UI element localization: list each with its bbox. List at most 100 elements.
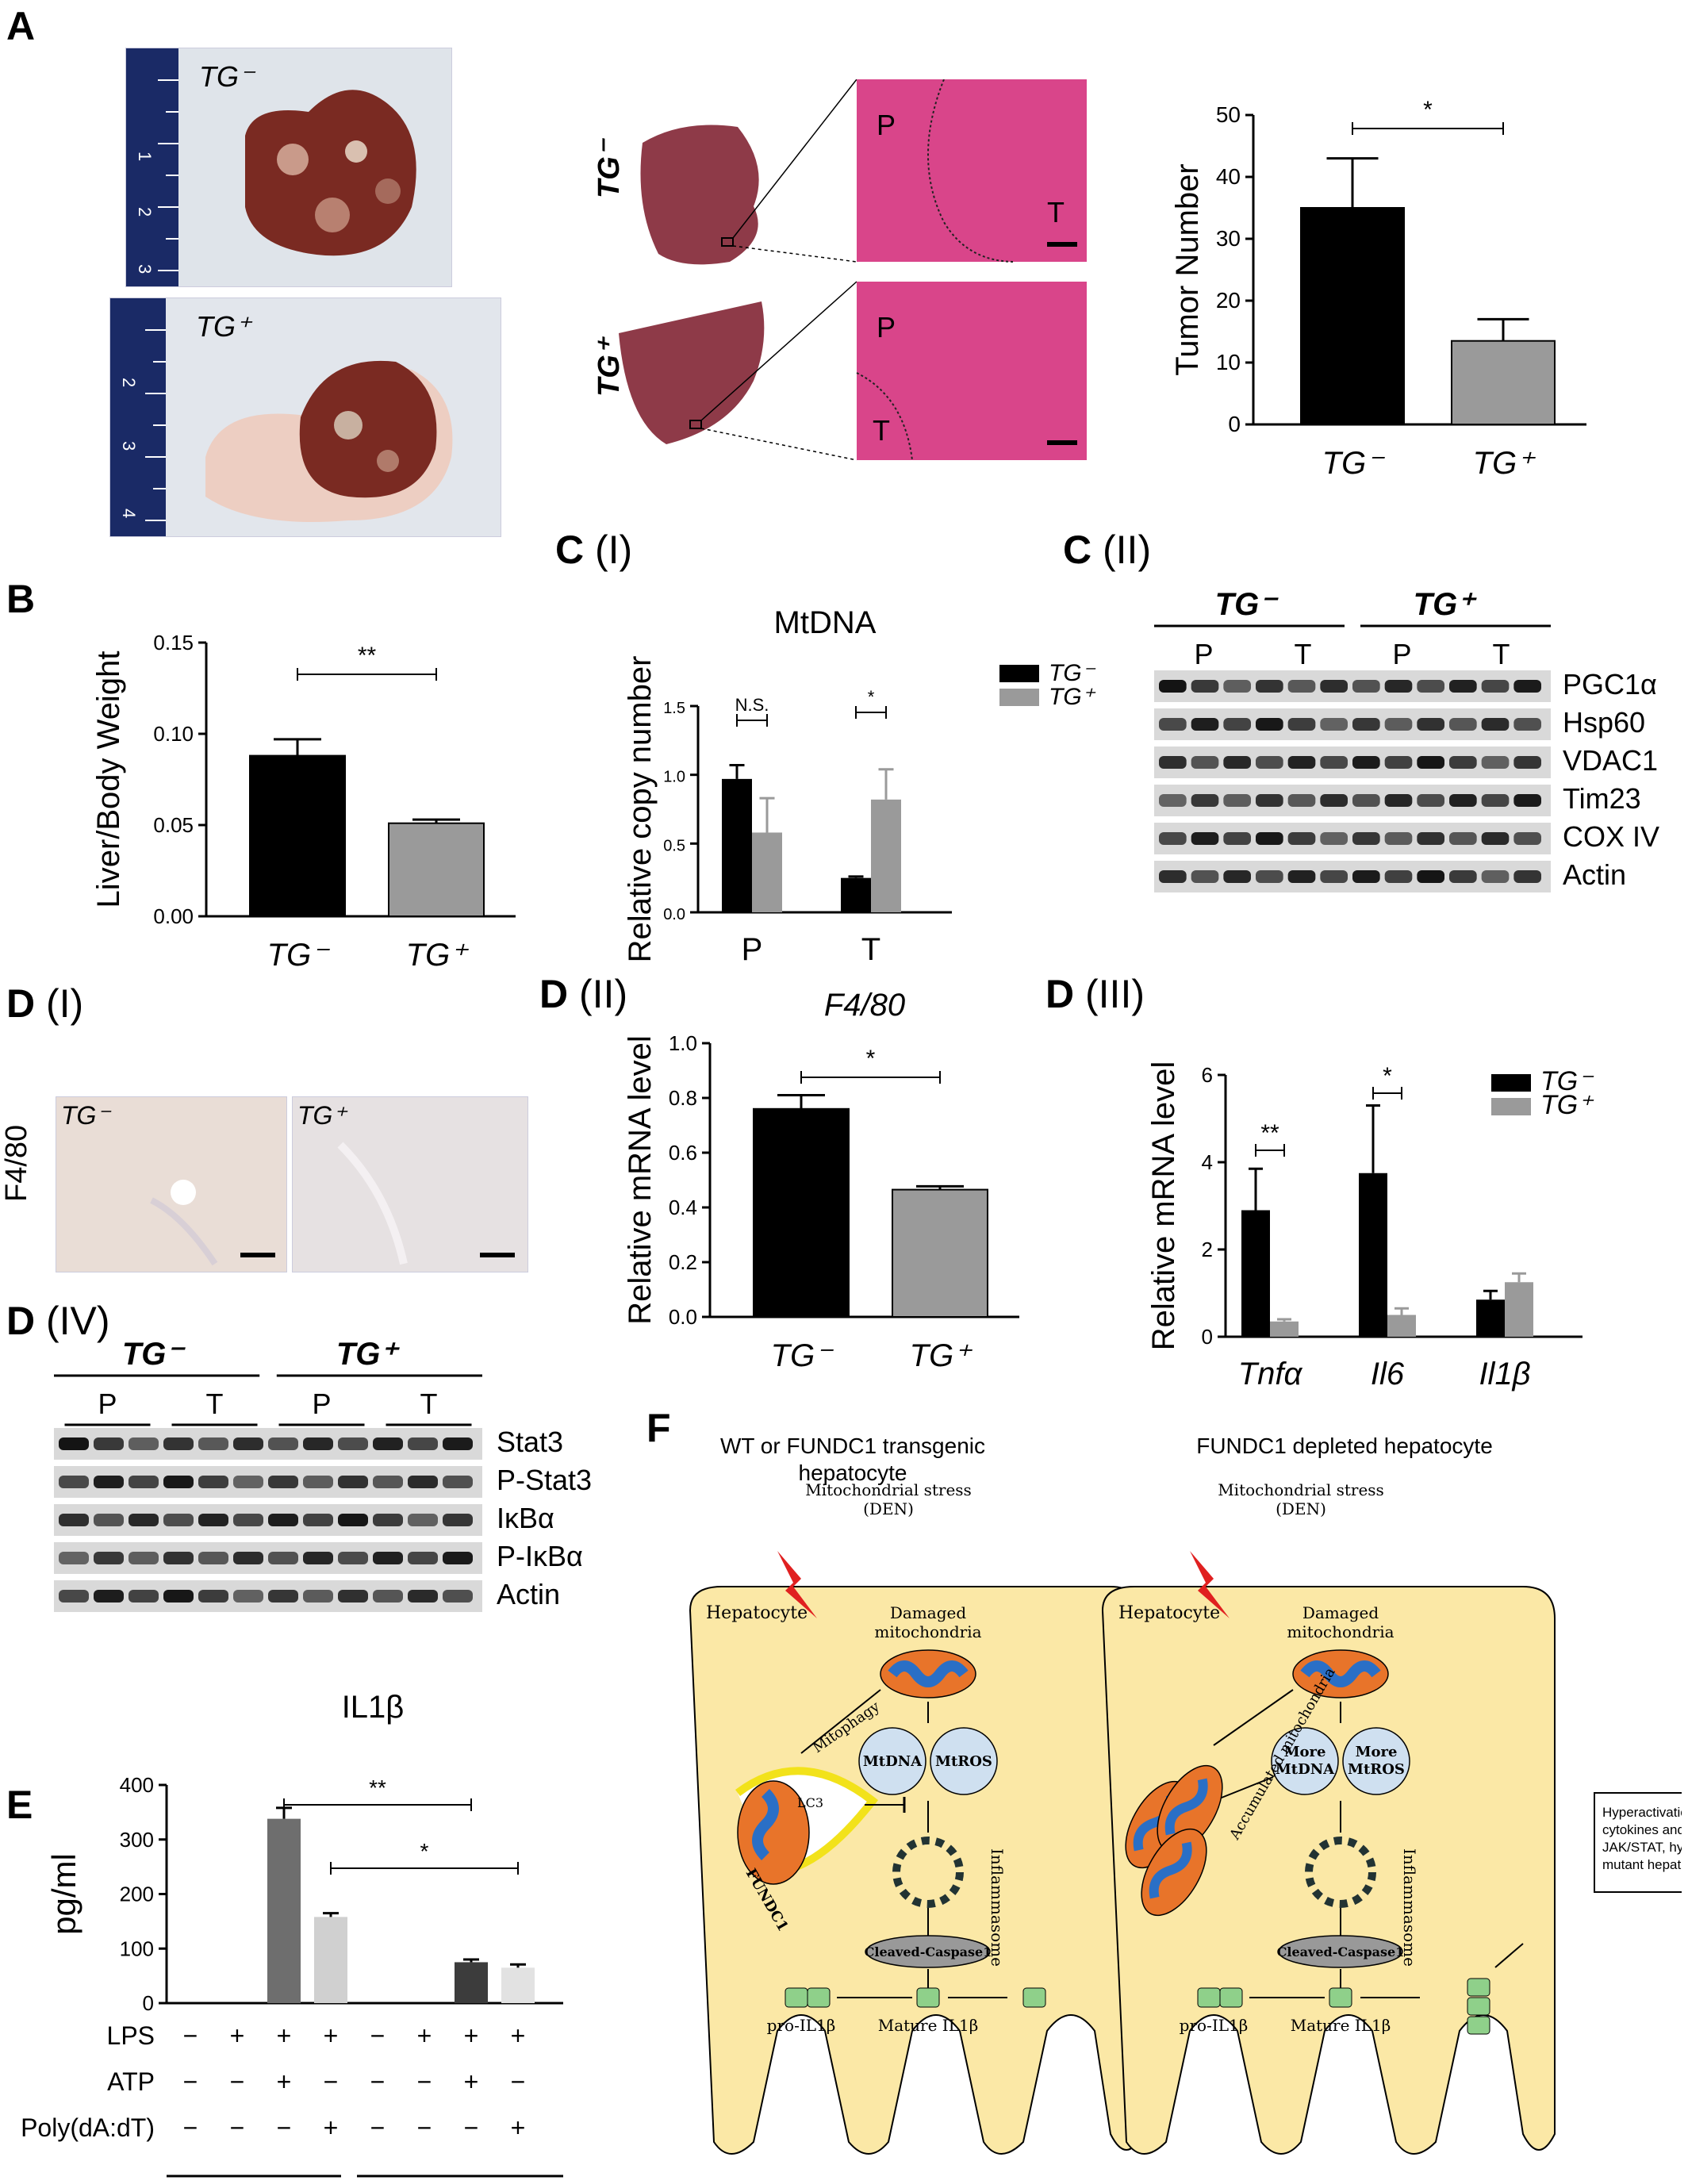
blot-band	[408, 1476, 438, 1488]
condition-label: Poly(dA:dT)	[21, 2113, 155, 2142]
blot-band	[163, 1437, 194, 1450]
bar	[1270, 1321, 1299, 1337]
blot-band	[1513, 832, 1541, 845]
condition-sign: +	[277, 2021, 292, 2050]
lane-label: P	[98, 1388, 117, 1420]
lane-label: P	[312, 1388, 331, 1420]
blot-band	[268, 1552, 298, 1564]
condition-sign: +	[277, 2067, 292, 2096]
blot-band	[59, 1514, 89, 1526]
legend-label: TG⁺	[1049, 684, 1096, 710]
bar	[1451, 340, 1556, 426]
ruler-tick: 1	[135, 152, 155, 161]
y-tick-label: 20	[1216, 288, 1241, 313]
pro-label: pro-IL1β	[767, 2016, 836, 2035]
mature-il1b-icon	[916, 1987, 940, 2008]
blot-band	[1513, 870, 1541, 883]
blot-band	[1449, 832, 1477, 845]
blot-band	[233, 1437, 263, 1450]
blot-band	[338, 1552, 368, 1564]
y-tick-label: 300	[120, 1828, 154, 1852]
pro-il1b-icon	[807, 1987, 831, 2008]
blot-band	[1191, 832, 1219, 845]
blot-band	[303, 1552, 333, 1564]
blot-band	[373, 1590, 403, 1602]
blot-band	[338, 1514, 368, 1526]
y-tick-label: 0.0	[669, 1305, 697, 1329]
scale-bar	[1047, 242, 1077, 247]
blot-band	[408, 1552, 438, 1564]
ihc-row-label: F4/80	[0, 1124, 33, 1202]
sig-label: *	[1383, 1063, 1392, 1089]
blot-band	[1191, 870, 1219, 883]
blot-band	[59, 1552, 89, 1564]
y-tick-label: 0.15	[153, 631, 194, 654]
y-tick-label: 0	[1228, 412, 1241, 436]
group-label: TG⁺	[336, 1337, 401, 1372]
caspase-ellipse	[865, 1935, 991, 1968]
condition-sign: −	[324, 2067, 339, 2096]
y-axis-label: Relative mRNA level	[1146, 1061, 1181, 1351]
pro-label: pro-IL1β	[1180, 2016, 1249, 2035]
blot-band	[1481, 832, 1510, 845]
blot-band	[1449, 756, 1477, 769]
band-label: P-Stat3	[497, 1464, 592, 1496]
blot-band	[1320, 718, 1348, 731]
y-tick-label: 1.0	[663, 769, 685, 786]
stress-label: Mitochondrial stress (DEN)	[1218, 1480, 1384, 1518]
y-tick-label: 10	[1216, 350, 1241, 374]
bar	[501, 1967, 535, 2003]
bar	[722, 778, 752, 912]
bar	[892, 1188, 988, 1318]
condition-sign: +	[511, 2113, 526, 2142]
lightning-icon	[777, 1551, 817, 1618]
y-tick-label: 0.05	[153, 813, 194, 837]
condition-sign: −	[183, 2021, 198, 2050]
mtdna-circle	[1271, 1727, 1339, 1795]
y-tick-label: 0.5	[663, 837, 685, 854]
mitochondrion	[737, 1780, 810, 1885]
blot-band	[443, 1514, 473, 1526]
condition-sign: −	[370, 2021, 386, 2050]
x-tick-label: Il6	[1371, 1357, 1405, 1391]
band-label: Stat3	[497, 1426, 563, 1458]
band-label: P-IκBα	[497, 1540, 583, 1572]
blot-band	[303, 1476, 333, 1488]
condition-sign: −	[183, 2113, 198, 2142]
y-axis-label: pg/ml	[45, 1853, 82, 1935]
blot-band	[373, 1476, 403, 1488]
outcome-text: Hyperactivation of inflammatorycytokines…	[1602, 1805, 1682, 1872]
blot-band	[1384, 756, 1413, 769]
blot-band	[1513, 794, 1541, 807]
y-tick-label: 0.4	[669, 1196, 697, 1219]
blot-band	[129, 1590, 159, 1602]
condition-sign: +	[324, 2113, 339, 2142]
y-tick-label: 0	[1202, 1325, 1213, 1349]
blot-band	[408, 1437, 438, 1450]
blot-band	[59, 1476, 89, 1488]
blot-band	[268, 1476, 298, 1488]
inflammasome-icon	[1305, 1837, 1376, 1908]
ihc-image-tg-neg: TG⁻	[56, 1096, 287, 1272]
blot-band	[198, 1590, 228, 1602]
lightning-icon	[1190, 1551, 1230, 1618]
blot-band	[1256, 794, 1283, 807]
blot-band	[1384, 832, 1413, 845]
x-tick-label: TG⁻	[267, 938, 331, 973]
condition-sign: −	[370, 2113, 386, 2142]
blot-band	[1191, 794, 1219, 807]
y-tick-label: 0.0	[663, 906, 685, 923]
y-tick-label: 2	[1202, 1238, 1213, 1261]
y-tick-label: 50	[1216, 102, 1241, 127]
lane-label: T	[420, 1388, 438, 1420]
blot-band	[233, 1476, 263, 1488]
arrow	[1494, 1943, 1524, 1968]
section-tg-neg	[640, 125, 759, 265]
band-label: Actin	[1563, 858, 1626, 891]
panel-label-d1: D (I)	[6, 981, 84, 1026]
bar	[871, 799, 901, 912]
blot-band	[268, 1514, 298, 1526]
